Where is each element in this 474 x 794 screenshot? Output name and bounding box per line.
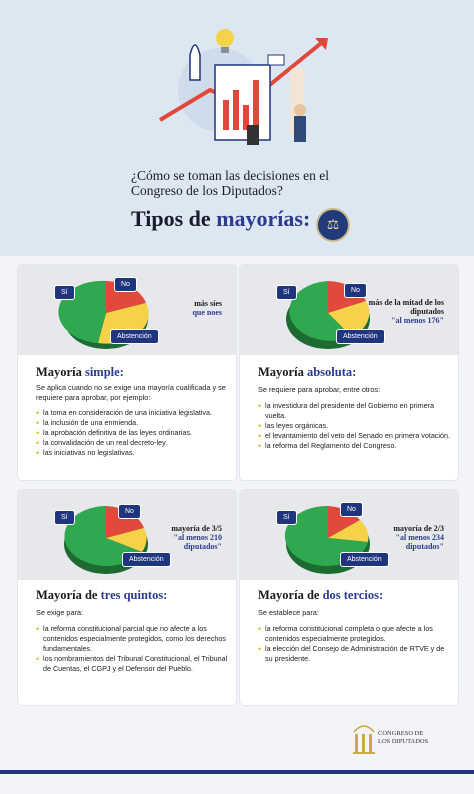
- card-majority-simple: Sí No Abstención más síes que noes Mayorí…: [18, 265, 236, 480]
- logo-text: CONGRESO DE LOS DIPUTADOS: [378, 730, 429, 745]
- card-list: la reforma constitucional completa o que…: [258, 624, 450, 664]
- card-title: Mayoría de dos tercios:: [258, 588, 384, 602]
- list-item: los nombramientos del Tribunal Constituc…: [36, 654, 228, 674]
- card-intro: Se aplica cuando no se exige una mayoría…: [36, 383, 226, 402]
- list-item: la investidura del presidente del Gobier…: [258, 401, 450, 421]
- tag-si: Sí: [276, 510, 297, 525]
- list-item: las leyes orgánicas.: [258, 421, 450, 431]
- list-item: la reforma constitucional parcial que no…: [36, 624, 228, 654]
- majority-condition: mayoría de 3/5 "al menos 210 diputados": [171, 524, 222, 551]
- card-majority-three-fifths: Sí No Abstención mayoría de 3/5 "al menos…: [18, 490, 236, 705]
- list-item: la reforma del Reglamento del Congreso.: [258, 441, 450, 451]
- card-list: la toma en consideración de una iniciati…: [36, 408, 228, 458]
- footer-bar: [0, 770, 474, 774]
- card-intro: Se requiere para aprobar, entre otros:: [258, 385, 381, 394]
- card-title: Mayoría absoluta:: [258, 365, 357, 379]
- list-item: la elección del Consejo de Administració…: [258, 644, 450, 664]
- congress-logo: CONGRESO DE LOS DIPUTADOS: [350, 718, 434, 758]
- card-title: Mayoría simple:: [36, 365, 124, 379]
- congress-building-icon: [353, 725, 375, 754]
- footer-space: [0, 774, 474, 794]
- list-item: la convalidación de un real decreto-ley.: [36, 438, 228, 448]
- card-majority-two-thirds: Sí No Abstención mayoría de 2/3 "al menos…: [240, 490, 458, 705]
- page-question: ¿Cómo se toman las decisiones en el Cong…: [131, 168, 329, 198]
- tag-no: No: [114, 277, 137, 292]
- list-item: la aprobación definitiva de las leyes or…: [36, 428, 228, 438]
- card-intro: Se exige para:: [36, 608, 84, 617]
- congress-seal-icon: ⚖: [316, 208, 350, 242]
- list-item: el levantamiento del veto del Senado en …: [258, 431, 450, 441]
- tag-no: No: [118, 504, 141, 519]
- majority-condition: más de la mitad de los diputados "al meno…: [368, 298, 444, 325]
- card-list: la investidura del presidente del Gobier…: [258, 401, 450, 451]
- tag-abstencion: Abstención: [122, 552, 171, 567]
- chart-area: Sí No Abstención mayoría de 3/5 "al menos…: [18, 490, 236, 580]
- tag-abstencion: Abstención: [110, 329, 159, 344]
- chart-area: Sí No Abstención más de la mitad de los …: [240, 265, 458, 355]
- tag-si: Sí: [276, 285, 297, 300]
- list-item: la reforma constitucional completa o que…: [258, 624, 450, 644]
- page-title: Tipos de mayorías:: [131, 206, 311, 231]
- chart-area: Sí No Abstención más síes que noes: [18, 265, 236, 355]
- card-majority-absolute: Sí No Abstención más de la mitad de los …: [240, 265, 458, 480]
- card-intro: Se establece para:: [258, 608, 319, 617]
- tag-no: No: [344, 283, 367, 298]
- decision-illustration: [158, 29, 328, 145]
- header-banner: ¿Cómo se toman las decisiones en el Cong…: [0, 0, 474, 256]
- list-item: la inclusión de una enmienda.: [36, 418, 228, 428]
- card-title: Mayoría de tres quintos:: [36, 588, 168, 602]
- majority-condition: más síes que noes: [192, 299, 222, 317]
- tag-no: No: [340, 502, 363, 517]
- tag-abstencion: Abstención: [336, 329, 385, 344]
- tag-si: Sí: [54, 510, 75, 525]
- chart-area: Sí No Abstención mayoría de 2/3 "al menos…: [240, 490, 458, 580]
- card-list: la reforma constitucional parcial que no…: [36, 624, 228, 674]
- tag-abstencion: Abstención: [340, 552, 389, 567]
- list-item: las iniciativas no legislativas.: [36, 448, 228, 458]
- tag-si: Sí: [54, 285, 75, 300]
- majority-condition: mayoría de 2/3 "al menos 234 diputados": [393, 524, 444, 551]
- list-item: la toma en consideración de una iniciati…: [36, 408, 228, 418]
